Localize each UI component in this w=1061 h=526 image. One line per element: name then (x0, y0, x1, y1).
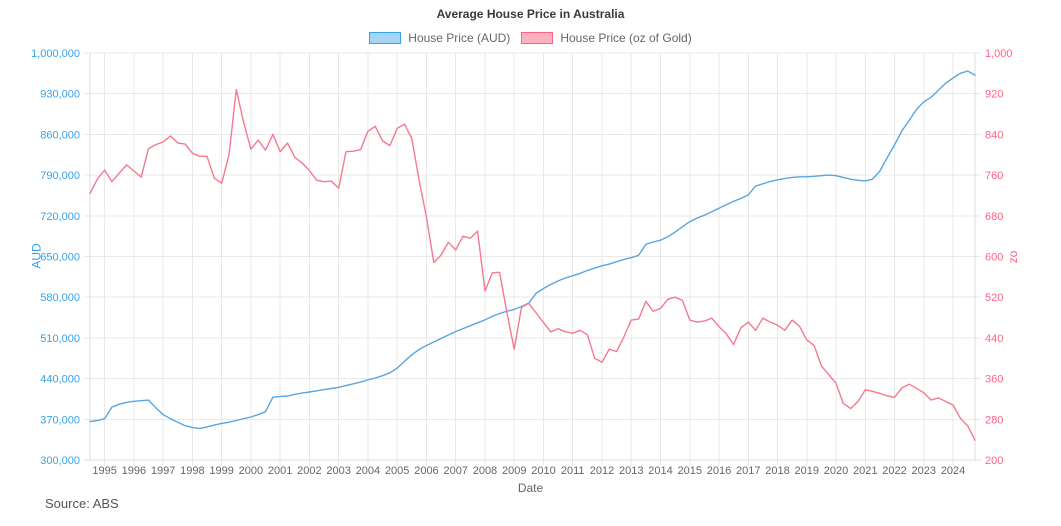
x-tick-label: 1995 (92, 465, 116, 477)
y-tick-label-right: 280 (985, 414, 1003, 426)
legend-swatch-aud-icon (369, 32, 402, 44)
y-tick-label-left: 370,000 (40, 414, 80, 426)
x-tick-label: 1998 (180, 465, 204, 477)
y-tick-label-right: 520 (985, 292, 1003, 304)
y-tick-label-right: 920 (985, 89, 1003, 101)
legend-label-gold: House Price (oz of Gold) (560, 31, 692, 45)
x-tick-label: 2020 (824, 465, 848, 477)
x-tick-label: 2007 (443, 465, 467, 477)
y-tick-label-right: 200 (985, 455, 1003, 467)
legend-item-aud[interactable]: House Price (AUD) (369, 31, 510, 45)
y-tick-label-right: 360 (985, 374, 1003, 386)
y-tick-label-left: 440,000 (40, 374, 80, 386)
x-tick-label: 1997 (151, 465, 175, 477)
x-tick-label: 2003 (326, 465, 350, 477)
x-tick-label: 2011 (561, 465, 585, 477)
y-tick-label-right: 1,000 (985, 48, 1013, 60)
x-tick-label: 2004 (356, 465, 380, 477)
x-tick-label: 2023 (912, 465, 936, 477)
y-tick-label-right: 680 (985, 211, 1003, 223)
y-tick-label-right: 840 (985, 129, 1003, 141)
x-tick-label: 2012 (590, 465, 614, 477)
chart-title: Average House Price in Australia (436, 7, 625, 21)
x-tick-label: 2005 (385, 465, 409, 477)
y-tick-label-left: 930,000 (40, 89, 80, 101)
y-tick-label-left: 860,000 (40, 129, 80, 141)
x-tick-label: 2000 (239, 465, 263, 477)
y-tick-label-left: 790,000 (40, 170, 80, 182)
x-tick-label: 2016 (707, 465, 731, 477)
x-tick-label: 2013 (619, 465, 643, 477)
y-tick-label-left: 580,000 (40, 292, 80, 304)
x-tick-label: 2006 (414, 465, 438, 477)
series-line-gold (89, 88, 976, 441)
y-tick-label-left: 720,000 (40, 211, 80, 223)
legend-item-gold[interactable]: House Price (oz of Gold) (521, 31, 692, 45)
x-tick-label: 2015 (678, 465, 702, 477)
plot-area[interactable] (90, 53, 975, 460)
y-tick-label-right: 440 (985, 333, 1003, 345)
y-axis-right-title: oz (1007, 250, 1022, 264)
x-tick-label: 2022 (882, 465, 906, 477)
source-note: Source: ABS (45, 496, 119, 511)
x-tick-label: 1996 (122, 465, 146, 477)
legend-label-aud: House Price (AUD) (408, 31, 511, 45)
x-tick-label: 2019 (795, 465, 819, 477)
x-tick-label: 2017 (736, 465, 760, 477)
y-tick-label-left: 650,000 (40, 252, 80, 264)
y-tick-label-right: 760 (985, 170, 1003, 182)
y-tick-label-right: 600 (985, 252, 1003, 264)
y-tick-label-left: 300,000 (40, 455, 80, 467)
x-tick-label: 2021 (853, 465, 877, 477)
x-tick-label: 2014 (648, 465, 672, 477)
legend: House Price (AUD) House Price (oz of Gol… (0, 31, 1061, 45)
x-axis-title: Date (517, 481, 544, 495)
y-tick-label-left: 510,000 (40, 333, 80, 345)
x-tick-label: 2001 (268, 465, 292, 477)
x-tick-label: 2008 (473, 465, 497, 477)
x-tick-label: 1999 (209, 465, 233, 477)
x-tick-label: 2024 (941, 465, 965, 477)
y-tick-label-left: 1,000,000 (31, 48, 80, 60)
x-tick-label: 2009 (502, 465, 526, 477)
y-axis-left-title: AUD (29, 243, 44, 269)
x-tick-label: 2018 (765, 465, 789, 477)
x-tick-label: 2010 (531, 465, 555, 477)
series-line-aud (89, 70, 976, 430)
x-tick-label: 2002 (297, 465, 321, 477)
legend-swatch-gold-icon (521, 32, 554, 44)
